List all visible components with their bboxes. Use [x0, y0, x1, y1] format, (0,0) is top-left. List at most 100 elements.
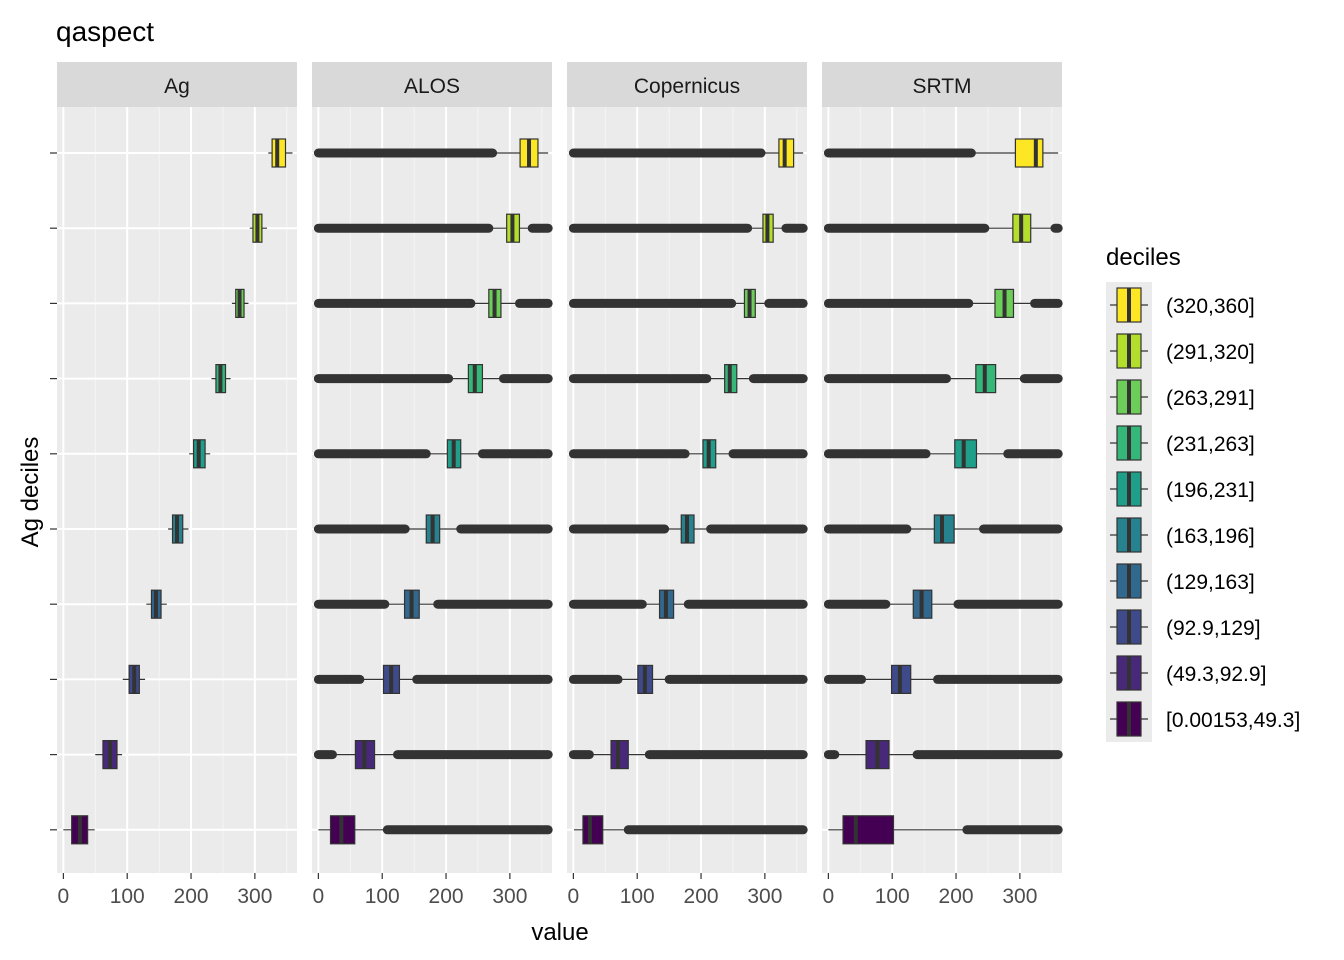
box-copernicus-2 [568, 739, 808, 770]
x-tick-label: 100 [620, 885, 655, 908]
x-tick-label: 200 [939, 885, 974, 908]
legend: deciles (320,360] (291,320] (263,291] (231,2… [1106, 244, 1300, 742]
legend-item: (129,163] [1110, 563, 1255, 599]
box [842, 815, 895, 845]
facet-strip [312, 62, 552, 107]
panels: Ag 0 100 200 300 ALOS 0 100 200 300 Copernicus 0 100… [57, 62, 1063, 908]
facet-strip-label: Ag [164, 75, 190, 98]
panel-ag: Ag 0 100 200 300 [57, 62, 297, 908]
box-copernicus-4 [568, 589, 808, 619]
legend-label: (320,360] [1166, 295, 1255, 318]
legend-label: [0.00153,49.3] [1166, 709, 1300, 732]
x-tick-label: 0 [823, 885, 835, 908]
x-tick-label: 200 [684, 885, 719, 908]
x-tick-label: 0 [58, 885, 70, 908]
legend-label: (231,263] [1166, 433, 1255, 456]
box-srtm-5 [823, 514, 1063, 544]
legend-label: (263,291] [1166, 387, 1255, 410]
box-alos-2 [313, 739, 553, 770]
box-copernicus-5 [568, 514, 808, 544]
box [1014, 138, 1044, 168]
y-axis-title: Ag deciles [17, 437, 44, 548]
box-alos-9 [313, 213, 553, 243]
box-srtm-10 [823, 138, 1059, 168]
legend-item: (163,196] [1110, 517, 1255, 553]
box [582, 815, 604, 845]
box-ag-3 [122, 664, 146, 695]
box-copernicus-8 [568, 288, 808, 318]
legend-item: (92.9,129] [1110, 609, 1261, 645]
box-alos-4 [313, 589, 553, 619]
x-tick-label: 300 [492, 885, 527, 908]
x-tick-label: 200 [174, 885, 209, 908]
box-ag-7 [211, 364, 231, 394]
facet-strip-label: SRTM [912, 75, 971, 98]
x-tick-label: 0 [313, 885, 325, 908]
x-tick-label: 200 [429, 885, 464, 908]
box-copernicus-10 [568, 138, 804, 168]
box-srtm-6 [823, 439, 1063, 469]
box-ag-8 [231, 288, 249, 318]
box-srtm-2 [823, 739, 1063, 770]
legend-item: (320,360] [1110, 287, 1255, 323]
x-tick-label: 0 [568, 885, 580, 908]
legend-label: (49.3,92.9] [1166, 663, 1266, 686]
box-ag-6 [189, 439, 211, 469]
box-copernicus-1 [574, 815, 808, 845]
x-tick-label: 300 [1002, 885, 1037, 908]
x-tick-label: 300 [747, 885, 782, 908]
legend-label: (163,196] [1166, 525, 1255, 548]
box-alos-3 [313, 664, 553, 695]
x-tick-label: 100 [875, 885, 910, 908]
legend-item: (291,320] [1110, 333, 1255, 369]
facet-strip [567, 62, 807, 107]
legend-label: (129,163] [1166, 571, 1255, 594]
box-srtm-9 [823, 213, 1063, 243]
y-axis [50, 152, 57, 831]
box-ag-9 [249, 213, 267, 243]
box-srtm-7 [823, 364, 1063, 394]
legend-item: (263,291] [1110, 379, 1255, 415]
legend-item: (231,263] [1110, 425, 1255, 461]
x-axis-title: value [531, 919, 588, 946]
facet-strip [822, 62, 1062, 107]
panel-copernicus: Copernicus 0 100 200 300 [567, 62, 808, 908]
panel-alos: ALOS 0 100 200 300 [312, 62, 553, 908]
box-copernicus-3 [568, 664, 808, 695]
x-tick-label: 100 [365, 885, 400, 908]
legend-item: [0.00153,49.3] [1110, 701, 1300, 737]
facet-strip-label: Copernicus [634, 75, 740, 98]
box [933, 514, 955, 544]
box-srtm-4 [823, 589, 1063, 619]
facet-strip [57, 62, 297, 107]
box-alos-8 [313, 288, 553, 318]
legend-title: deciles [1106, 244, 1181, 271]
legend-item: (49.3,92.9] [1110, 655, 1266, 691]
x-tick-label: 300 [237, 885, 272, 908]
box-alos-1 [318, 815, 553, 845]
box-ag-10 [268, 138, 293, 168]
box-srtm-8 [823, 288, 1063, 318]
x-tick-label: 100 [110, 885, 145, 908]
box-alos-10 [313, 138, 549, 168]
box-copernicus-9 [568, 213, 808, 243]
box-ag-1 [63, 815, 95, 845]
box-alos-5 [313, 514, 553, 544]
box-copernicus-7 [568, 364, 808, 394]
legend-item: (196,231] [1110, 471, 1255, 507]
box-alos-7 [313, 364, 553, 394]
box-alos-6 [313, 439, 553, 469]
legend-label: (291,320] [1166, 341, 1255, 364]
chart-title: qaspect [56, 16, 154, 47]
legend-label: (196,231] [1166, 479, 1255, 502]
facet-strip-label: ALOS [404, 75, 460, 98]
box-ag-2 [95, 739, 123, 770]
box-copernicus-6 [568, 439, 808, 469]
box-ag-4 [146, 589, 167, 619]
panel-srtm: SRTM 0 100 200 300 [822, 62, 1063, 908]
box-srtm-1 [828, 815, 1063, 845]
legend-label: (92.9,129] [1166, 617, 1261, 640]
box-ag-5 [168, 514, 189, 544]
box-srtm-3 [823, 664, 1063, 695]
